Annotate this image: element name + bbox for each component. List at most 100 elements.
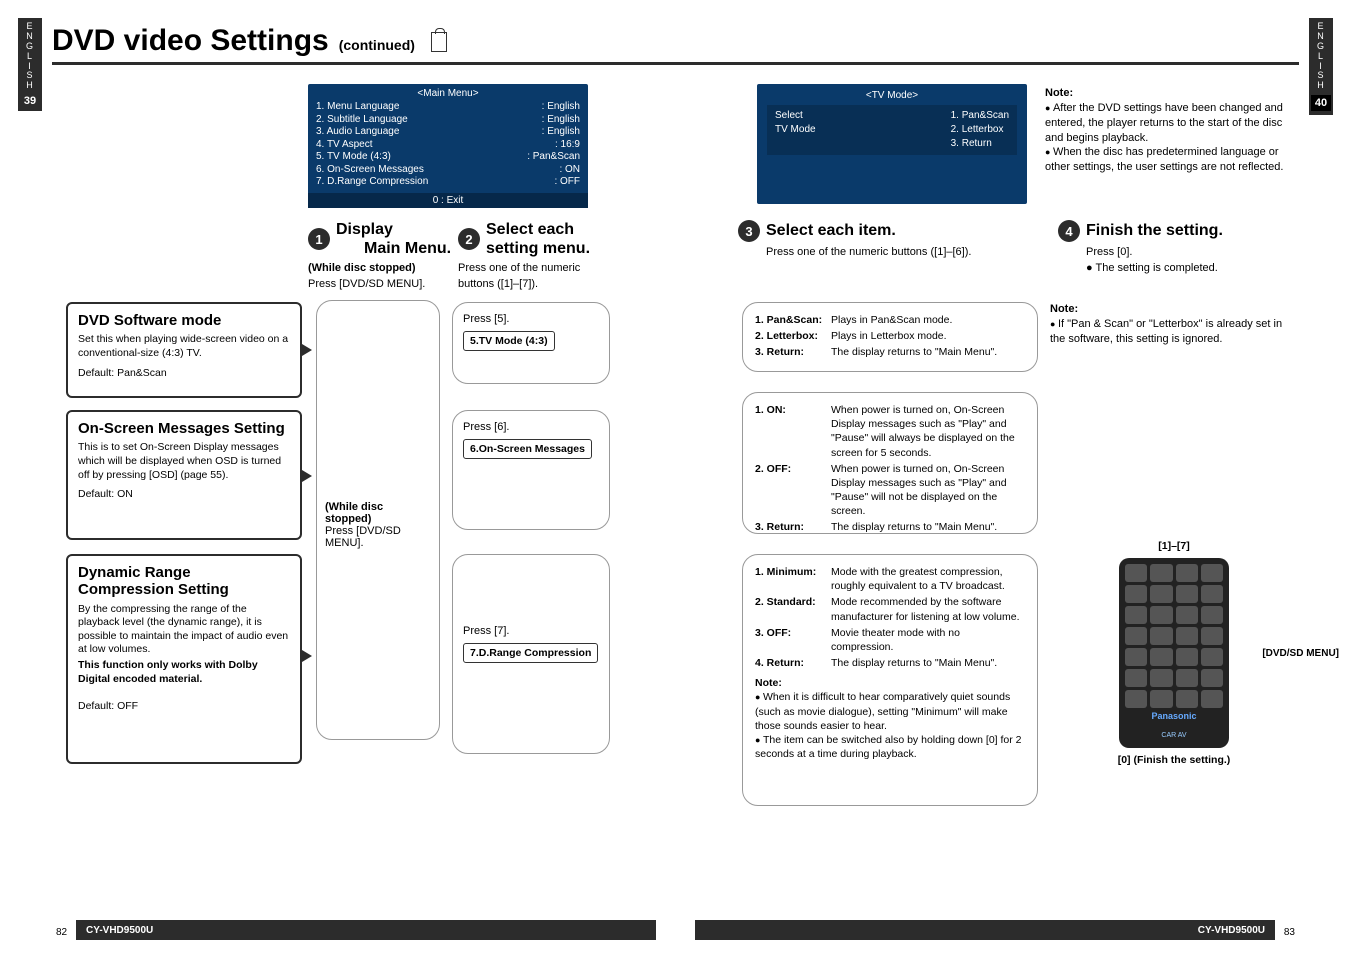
press6-button: 6.On-Screen Messages xyxy=(463,439,592,459)
step-2-sub1: Press one of the numeric xyxy=(458,262,628,274)
mm-r5-v: : ON xyxy=(559,164,580,177)
rbox-3: 1. Minimum:Mode with the greatest compre… xyxy=(742,554,1038,806)
feature-dynamic-range: Dynamic Range Compression Setting By the… xyxy=(66,554,302,764)
footer-model-left: CY-VHD9500U xyxy=(86,925,153,936)
mm-r1-v: : English xyxy=(542,114,580,127)
footer-model-right: CY-VHD9500U xyxy=(1198,925,1265,936)
step-4-badge: 4 xyxy=(1058,220,1080,242)
r2-k2: 3. Return: xyxy=(755,520,825,534)
mm-r2-k: 3. Audio Language xyxy=(316,126,399,139)
r1-v0: Plays in Pan&Scan mode. xyxy=(831,313,952,327)
r1-v2: The display returns to "Main Menu". xyxy=(831,345,997,359)
callout-menu: [DVD/SD MENU] xyxy=(1262,648,1339,659)
feat2-default: Default: ON xyxy=(78,488,290,500)
r1-k0: 1. Pan&Scan: xyxy=(755,313,825,327)
note-top-item-1: When the disc has predetermined language… xyxy=(1045,145,1295,175)
step-4a: Finish the setting. xyxy=(1086,221,1223,240)
mid-line2: Press [DVD/SD MENU]. xyxy=(325,525,431,549)
footer-left: CY-VHD9500U xyxy=(76,920,656,940)
mm-r1-k: 2. Subtitle Language xyxy=(316,114,408,127)
mm-r5-k: 6. On-Screen Messages xyxy=(316,164,424,177)
steps-row: 1 Display Main Menu. (While disc stopped… xyxy=(308,220,1299,290)
feat3-desc2: This function only works with Dolby Digi… xyxy=(78,659,290,686)
r3-k0: 1. Minimum: xyxy=(755,565,825,593)
r3-v1: Mode recommended by the software manufac… xyxy=(831,595,1025,623)
r3-k1: 2. Standard: xyxy=(755,595,825,623)
feat1-default: Default: Pan&Scan xyxy=(78,367,290,379)
step-1a: Display xyxy=(336,221,393,238)
tvmode-box: <TV Mode> Select TV Mode 1. Pan&Scan 2. … xyxy=(757,84,1027,204)
tvmode-left: Select TV Mode xyxy=(775,109,816,151)
rbox-1: 1. Pan&Scan:Plays in Pan&Scan mode. 2. L… xyxy=(742,302,1038,372)
step-1-sub1: (While disc stopped) xyxy=(308,262,458,274)
feat1-desc: Set this when playing wide-screen video … xyxy=(78,333,290,360)
r3-v0: Mode with the greatest compression, roug… xyxy=(831,565,1025,593)
feat3-desc: By the compressing the range of the play… xyxy=(78,603,290,658)
r1-k2: 3. Return: xyxy=(755,345,825,359)
step-3a: Select each item. xyxy=(766,221,896,240)
r2-v1: When power is turned on, On-Screen Displ… xyxy=(831,462,1025,519)
press5-label: Press [5]. xyxy=(463,313,599,325)
mid-line1: (While disc stopped) xyxy=(325,501,431,525)
rbox-2: 1. ON:When power is turned on, On-Screen… xyxy=(742,392,1038,534)
r3-k3: 4. Return: xyxy=(755,656,825,670)
arrow-3 xyxy=(302,650,312,662)
press5-button: 5.TV Mode (4:3) xyxy=(463,331,555,351)
r2-k0: 1. ON: xyxy=(755,403,825,460)
page-title: DVD video Settings xyxy=(52,24,329,58)
r2-v2: The display returns to "Main Menu". xyxy=(831,520,997,534)
feat1-title: DVD Software mode xyxy=(78,312,290,329)
r3-note-0: ● When it is difficult to hear comparati… xyxy=(755,690,1025,733)
remote-area: [1]–[7] Panasonic CAR AV [DVD/SD MENU] [… xyxy=(1059,540,1289,766)
mm-r0-k: 1. Menu Language xyxy=(316,101,399,114)
feature-onscreen-messages: On-Screen Messages Setting This is to se… xyxy=(66,410,302,540)
lang-letters-left: E N G L I S H xyxy=(20,22,40,91)
r3-note-0-txt: When it is difficult to hear comparative… xyxy=(755,691,1010,731)
tvmode-right: 1. Pan&Scan 2. Letterbox 3. Return xyxy=(951,109,1009,151)
feat2-desc: This is to set On-Screen Display message… xyxy=(78,441,290,482)
remote-finish-label: [0] (Finish the setting.) xyxy=(1059,754,1289,766)
arrow-2 xyxy=(302,470,312,482)
r2-k1: 2. OFF: xyxy=(755,462,825,519)
mm-r3-v: : 16:9 xyxy=(555,139,580,152)
main-menu-header: <Main Menu> xyxy=(316,88,580,99)
feat3-default: Default: OFF xyxy=(78,700,290,712)
page-section-right: 40 xyxy=(1311,95,1331,111)
page-title-row: DVD video Settings (continued) xyxy=(52,24,447,58)
r3-note-label: Note: xyxy=(755,676,1025,690)
step-2-sub2: buttons ([1]–[7]). xyxy=(458,278,628,290)
lang-letters-right: E N G L I S H xyxy=(1311,22,1331,91)
page-number-left: 82 xyxy=(56,927,67,938)
pressbox-6: Press [6]. 6.On-Screen Messages xyxy=(452,410,610,530)
mm-r4-k: 5. TV Mode (4:3) xyxy=(316,151,391,164)
mm-r3-k: 4. TV Aspect xyxy=(316,139,373,152)
mm-r6-v: : OFF xyxy=(554,176,580,189)
arrow-1 xyxy=(302,344,312,356)
title-rule xyxy=(52,62,1299,65)
side-tab-left: E N G L I S H 39 xyxy=(18,18,42,111)
mm-r0-v: : English xyxy=(542,101,580,114)
note-r1-label: Note: xyxy=(1050,302,1290,317)
tvmode-header: <TV Mode> xyxy=(767,90,1017,101)
step-4-sub2: ● The setting is completed. xyxy=(1086,262,1278,274)
step-2a: Select each xyxy=(486,221,574,238)
mm-r2-v: : English xyxy=(542,126,580,139)
pressbox-7: Press [7]. 7.D.Range Compression xyxy=(452,554,610,754)
page-title-sub: (continued) xyxy=(339,37,415,53)
feat3-title: Dynamic Range Compression Setting xyxy=(78,564,290,599)
r2-v0: When power is turned on, On-Screen Displ… xyxy=(831,403,1025,460)
step-1-badge: 1 xyxy=(308,228,330,250)
page-section-left: 39 xyxy=(20,95,40,107)
step-3-sub: Press one of the numeric buttons ([1]–[6… xyxy=(766,246,1058,258)
mm-r4-v: : Pan&Scan xyxy=(527,151,580,164)
r3-note-1-txt: The item can be switched also by holding… xyxy=(755,734,1022,760)
pressbox-5: Press [5]. 5.TV Mode (4:3) xyxy=(452,302,610,384)
main-menu-exit: 0 : Exit xyxy=(308,193,588,208)
r3-k2: 3. OFF: xyxy=(755,626,825,654)
note-top-item-0: After the DVD settings have been changed… xyxy=(1045,101,1295,146)
r3-v3: The display returns to "Main Menu". xyxy=(831,656,997,670)
footer-right: CY-VHD9500U xyxy=(695,920,1275,940)
r3-v2: Movie theater mode with no compression. xyxy=(831,626,1025,654)
step-2-badge: 2 xyxy=(458,228,480,250)
remote-image: Panasonic CAR AV xyxy=(1119,558,1229,748)
